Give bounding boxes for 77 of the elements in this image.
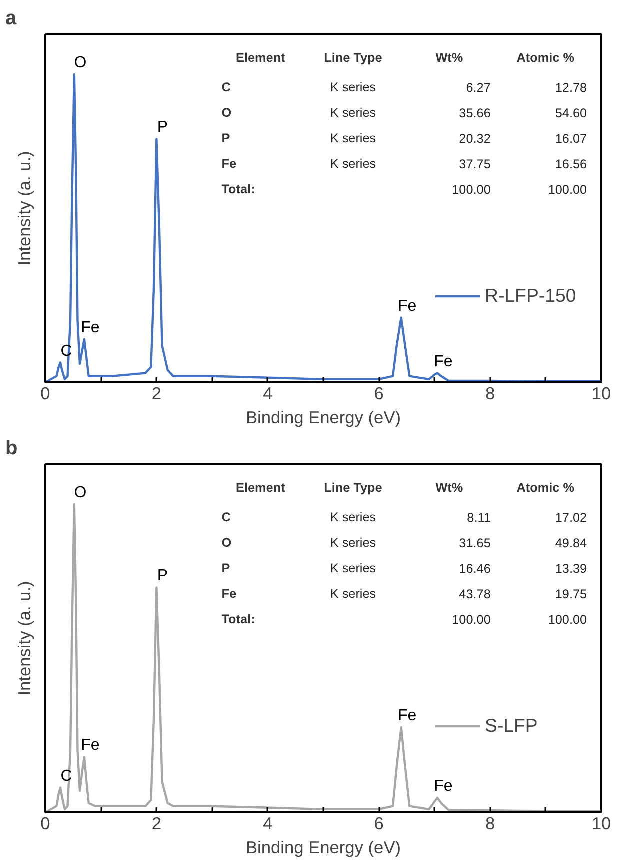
category-label: Total:	[222, 182, 256, 197]
text: K series	[330, 157, 376, 171]
annotation: C	[60, 768, 72, 785]
text: 35.66	[459, 106, 491, 120]
category-label: Wt%	[436, 51, 464, 66]
text: 20.32	[459, 132, 491, 146]
x-tick-label: 2	[152, 384, 162, 404]
category-label: P	[222, 131, 230, 146]
text: K series	[330, 587, 376, 601]
category-label: Element	[236, 481, 286, 496]
category-label: Fe	[222, 587, 237, 601]
annotation: Fe	[434, 353, 453, 370]
annotation: Fe	[398, 708, 417, 724]
x-tick-label: 8	[485, 384, 496, 404]
annotation: Fe	[398, 298, 417, 315]
category-label: Total:	[222, 612, 256, 627]
category-label: O	[222, 536, 232, 550]
category-label: Element	[236, 51, 286, 66]
annotation: Fe	[434, 778, 453, 796]
y-axis-title: Intensity (a. u.)	[14, 581, 34, 696]
x-tick-label: 0	[40, 384, 50, 404]
text: 100.00	[548, 183, 588, 198]
text: 16.46	[459, 562, 491, 576]
text: 8.11	[467, 510, 491, 525]
x-tick-label: 6	[374, 384, 384, 404]
annotation: Fe	[81, 737, 100, 754]
text: 100.00	[452, 183, 491, 198]
chart-title: b	[6, 438, 18, 460]
annotation: O	[74, 484, 87, 502]
x-tick-label: 0	[40, 814, 50, 834]
x-tick-label: 10	[592, 384, 612, 404]
x-axis-title: Binding Energy (eV)	[246, 408, 402, 428]
x-tick-label: 10	[592, 814, 612, 834]
x-tick-label: 2	[152, 814, 162, 834]
category-label: C	[222, 510, 231, 524]
annotation: P	[157, 568, 168, 585]
category-label: Atomic %	[516, 51, 574, 66]
annotation: Fe	[81, 319, 100, 336]
x-tick-label: 8	[485, 814, 496, 834]
text: 17.02	[555, 510, 588, 525]
text: 100.00	[548, 613, 588, 628]
text: K series	[330, 536, 376, 550]
text: 6.27	[466, 80, 491, 95]
category-label: P	[222, 561, 230, 576]
chart-title: a	[6, 8, 18, 30]
text: 31.65	[459, 536, 491, 550]
text: 12.78	[555, 80, 588, 95]
category-label: Line Type	[324, 51, 382, 66]
x-tick-label: 4	[263, 384, 274, 404]
text: K series	[330, 106, 376, 120]
text: K series	[330, 131, 376, 146]
category-label: C	[222, 80, 231, 94]
annotation: P	[157, 119, 168, 136]
x-axis-title: Binding Energy (eV)	[246, 838, 402, 858]
category-label: Line Type	[324, 481, 382, 496]
text: 49.84	[555, 536, 588, 550]
text: K series	[330, 510, 376, 524]
legend-label: S-LFP	[485, 715, 538, 737]
category-label: Fe	[222, 157, 237, 171]
text: 100.00	[452, 613, 491, 628]
x-tick-label: 4	[263, 814, 274, 834]
text: 54.60	[555, 106, 588, 120]
x-tick-label: 6	[374, 814, 384, 834]
category-label: Wt%	[436, 481, 464, 496]
category-label: O	[222, 106, 232, 120]
text: K series	[330, 561, 376, 576]
text: 19.75	[555, 588, 588, 602]
text: 16.56	[555, 158, 588, 172]
category-label: Atomic %	[516, 481, 574, 496]
text: 37.75	[459, 158, 491, 172]
y-axis-title: Intensity (a. u.)	[14, 151, 34, 266]
text: 16.07	[555, 132, 588, 146]
legend-label: R-LFP-150	[485, 285, 576, 307]
text: K series	[330, 80, 376, 94]
text: 13.39	[555, 562, 588, 576]
text: 43.78	[459, 588, 491, 602]
annotation: O	[74, 54, 87, 72]
